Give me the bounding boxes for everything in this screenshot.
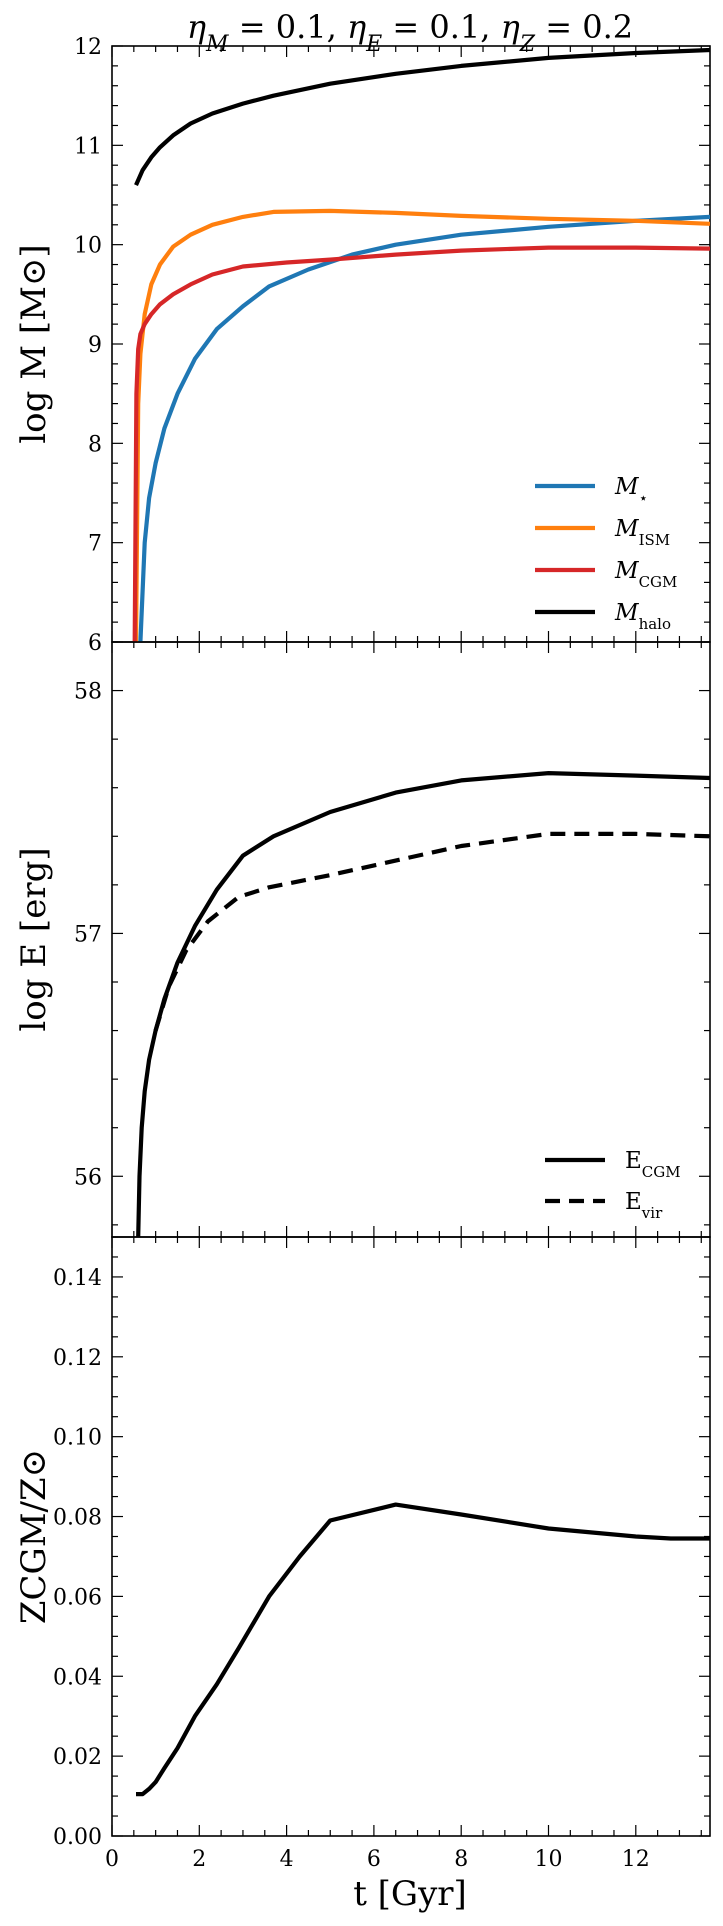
y-tick-label: 0.14: [53, 1266, 102, 1291]
y-tick-label: 10: [74, 234, 102, 259]
y-tick-label: 0.12: [53, 1346, 102, 1371]
x-tick-label: 6: [367, 1847, 381, 1872]
figure-title: ηM = 0.1, ηE = 0.1, ηZ = 0.2: [187, 8, 633, 57]
y-tick-label: 0.02: [53, 1745, 102, 1770]
y-tick-label: 58: [74, 680, 102, 705]
series-line-ecgm: [136, 770, 710, 1237]
y-axis-label: log M [M⊙]: [14, 244, 54, 443]
y-tick-label: 11: [74, 134, 102, 159]
x-tick-label: 0: [105, 1847, 119, 1872]
legend-label: ECGM: [625, 1148, 681, 1181]
legend-label: Mhalo: [614, 600, 671, 633]
x-tick-label: 10: [534, 1847, 562, 1872]
x-tick-label: 8: [454, 1847, 468, 1872]
y-tick-label: 0.06: [53, 1585, 102, 1610]
y-tick-label: 8: [88, 432, 102, 457]
x-tick-label: 12: [622, 1847, 650, 1872]
legend-label: Evir: [625, 1189, 663, 1222]
series-line-m: [138, 214, 710, 642]
x-tick-label: 4: [280, 1847, 294, 1872]
x-tick-label: 2: [192, 1847, 206, 1872]
legend: M⋆ MISM MCGM Mhalo: [535, 474, 677, 633]
metallicity-panel: 0.00 0.02 0.04 0.06 0.08 0.10 0.12 0.14 0 2 4 6 8 10 1…: [14, 1236, 711, 1872]
legend-label: M⋆: [614, 474, 648, 507]
series-line-evir: [153, 831, 710, 1032]
y-tick-label: 56: [74, 1165, 102, 1190]
y-tick-label: 0.00: [53, 1825, 102, 1850]
y-tick-label: 0.08: [53, 1506, 102, 1531]
y-tick-label: 7: [88, 532, 102, 557]
mass-panel: 6 7 8 9 10 11 12 log M [M⊙] M⋆ MISM MCGM Mhalo: [14, 35, 711, 656]
y-tick-label: 6: [88, 631, 102, 656]
series-line-mhalo: [134, 47, 710, 186]
y-tick-label: 12: [74, 35, 102, 60]
y-axis-label: ZCGM/Z⊙: [14, 1449, 54, 1624]
series-line-mcgm: [132, 245, 710, 642]
legend-label: MISM: [614, 516, 670, 549]
series-line-zcgm: [136, 1502, 710, 1797]
y-tick-label: 0.10: [53, 1426, 102, 1451]
y-tick-label: 9: [88, 333, 102, 358]
y-tick-label: 0.04: [53, 1665, 102, 1690]
panel-frame: [111, 45, 711, 643]
panel-frame: [111, 641, 711, 1238]
y-axis-label: log E [erg]: [14, 847, 54, 1031]
legend-label: MCGM: [614, 558, 677, 591]
legend: ECGM Evir: [545, 1148, 681, 1222]
y-tick-label: 57: [74, 922, 102, 947]
energy-panel: 56 57 58 log E [erg] ECGM Evir: [14, 641, 711, 1238]
x-axis-label: t [Gyr]: [353, 1874, 467, 1914]
